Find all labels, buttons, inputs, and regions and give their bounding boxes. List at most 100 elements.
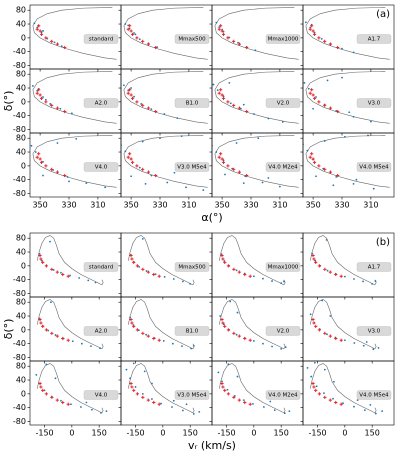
particle xyxy=(372,348,375,351)
particle xyxy=(221,380,223,383)
plot-area xyxy=(218,299,287,350)
cluster-marker xyxy=(38,317,42,322)
label-box xyxy=(356,390,392,400)
cluster-marker xyxy=(223,388,227,393)
particle xyxy=(306,367,309,369)
particle xyxy=(180,135,183,138)
particle xyxy=(355,178,358,181)
cluster-marker xyxy=(157,402,161,406)
cluster-marker xyxy=(152,400,156,405)
particle xyxy=(189,282,192,285)
cluster-marker xyxy=(129,381,133,386)
x-tick-label: 330 xyxy=(243,201,258,210)
label-box xyxy=(174,34,210,44)
cluster-marker xyxy=(129,93,133,97)
cluster-marker xyxy=(328,334,332,338)
particle xyxy=(172,399,175,402)
plot-area xyxy=(36,299,104,350)
particle xyxy=(307,87,310,90)
cluster-marker xyxy=(311,253,315,258)
cluster-marker xyxy=(38,157,42,161)
particle xyxy=(257,137,260,140)
cluster-marker xyxy=(35,91,39,95)
subplot: V4.0 M5e4 350 330 310 xyxy=(300,132,395,210)
cluster-marker xyxy=(141,167,145,171)
plot-area xyxy=(123,7,208,60)
cluster-marker xyxy=(130,321,134,325)
cluster-marker xyxy=(310,88,314,92)
cluster-marker xyxy=(237,106,242,110)
subplot: V4.0 -80 -40 0 40 80 350 330 310 xyxy=(13,132,122,210)
plot-area xyxy=(214,7,299,60)
x-tick-label: 330 xyxy=(61,201,76,210)
x-tick-label: 310 xyxy=(272,201,287,210)
plot-area xyxy=(125,362,201,415)
x-tick-label: 310 xyxy=(181,201,196,210)
cluster-marker xyxy=(135,100,139,104)
particle xyxy=(138,266,141,268)
label-box xyxy=(83,262,119,272)
particle xyxy=(326,269,329,272)
particle xyxy=(40,31,43,34)
cluster-marker xyxy=(37,24,41,28)
cluster-marker xyxy=(223,260,227,265)
cluster-marker xyxy=(130,257,134,261)
cluster-marker xyxy=(135,164,139,168)
particle xyxy=(70,403,72,406)
particle xyxy=(332,184,335,187)
particle xyxy=(218,26,221,29)
cluster-marker xyxy=(141,395,145,399)
subplot-label: V3.0 M5e4 xyxy=(177,165,207,171)
cluster-marker xyxy=(308,27,312,31)
particle xyxy=(369,120,372,123)
particle xyxy=(280,282,283,285)
x-tick-label: 150 xyxy=(274,429,289,438)
particle xyxy=(151,398,153,400)
cluster-marker xyxy=(66,274,70,278)
cluster-marker xyxy=(221,257,225,261)
subplot: A2.0 -80 -40 0 40 80 xyxy=(13,296,122,364)
subplot-label: A2.0 xyxy=(95,329,108,335)
cluster-marker xyxy=(50,167,54,171)
particle xyxy=(229,300,232,303)
cluster-marker xyxy=(157,274,161,278)
orbit-line xyxy=(123,7,208,60)
particle xyxy=(36,89,39,92)
particle xyxy=(130,87,133,89)
cluster-marker xyxy=(317,36,321,40)
particle xyxy=(130,175,133,178)
y-tick-label: -80 xyxy=(13,353,26,362)
subplot: Mmax500 xyxy=(118,4,213,72)
particle xyxy=(321,299,324,302)
particle xyxy=(190,347,192,350)
cluster-marker xyxy=(217,155,221,159)
particle xyxy=(252,340,255,342)
particle xyxy=(85,401,88,404)
particle xyxy=(166,181,169,184)
particle xyxy=(341,47,343,50)
cluster-marker xyxy=(39,257,43,261)
particle xyxy=(163,276,166,278)
x-tick-label: 350 xyxy=(305,201,320,210)
cluster-marker xyxy=(232,103,236,107)
x-tick-label: 0 xyxy=(69,429,74,438)
cluster-marker xyxy=(38,93,42,97)
cluster-marker xyxy=(237,170,242,174)
cluster-marker xyxy=(135,392,139,396)
particle xyxy=(56,142,59,144)
particle xyxy=(288,410,291,413)
cluster-marker xyxy=(226,36,230,40)
plot-area xyxy=(306,361,384,415)
x-axis-label: vᵣ (km/s) xyxy=(188,439,236,452)
plot-area xyxy=(30,135,117,189)
panel-label: (a) xyxy=(376,9,390,20)
cluster-marker xyxy=(129,317,133,322)
cluster-marker xyxy=(221,160,226,165)
y-tick-label: 40 xyxy=(16,20,26,29)
particle xyxy=(105,410,108,413)
particle xyxy=(181,280,184,283)
cluster-marker xyxy=(226,264,230,268)
particle xyxy=(90,408,93,411)
particle xyxy=(94,281,97,284)
